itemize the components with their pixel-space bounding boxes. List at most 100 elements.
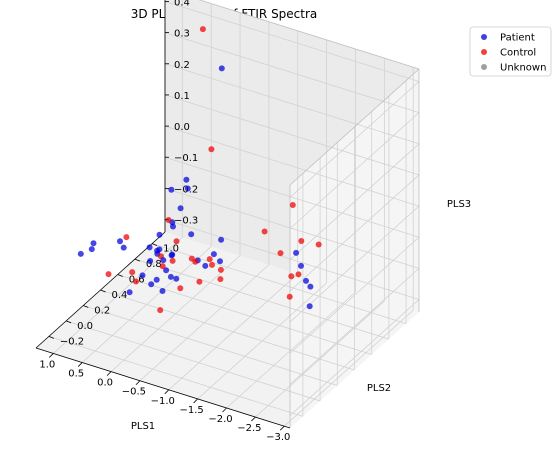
data-point-patient bbox=[303, 277, 309, 284]
data-point-patient bbox=[218, 236, 225, 243]
legend-label-unknown: Unknown bbox=[500, 63, 546, 74]
z-gridline-side bbox=[289, 81, 420, 198]
y-tick-label: 0.8 bbox=[146, 259, 162, 270]
z-gridline-side bbox=[289, 236, 420, 354]
z-tick-label: 0.2 bbox=[174, 60, 190, 71]
z-tick-label: −0.1 bbox=[174, 153, 198, 164]
data-points bbox=[77, 26, 322, 314]
x-tick-label: −0.5 bbox=[122, 387, 146, 398]
data-point-control bbox=[123, 234, 130, 241]
data-point-patient bbox=[188, 231, 195, 238]
data-point-control bbox=[295, 271, 302, 278]
data-point-control bbox=[173, 238, 180, 245]
z-gridline-side bbox=[289, 299, 420, 416]
data-point-control bbox=[159, 263, 166, 270]
data-point-patient bbox=[173, 275, 180, 282]
data-point-control bbox=[165, 217, 172, 223]
x-tick-label: −3.0 bbox=[266, 432, 290, 443]
data-point-patient bbox=[156, 231, 163, 238]
x-tick-label: −1.5 bbox=[179, 405, 203, 416]
y-gridline-floor bbox=[134, 258, 390, 340]
x-axis-line bbox=[35, 347, 291, 429]
y-tick-mark bbox=[65, 320, 72, 324]
data-point-control bbox=[217, 266, 224, 273]
data-point-patient bbox=[156, 246, 163, 253]
y-tick-label: −0.2 bbox=[60, 336, 84, 347]
x-tick-mark bbox=[251, 416, 256, 422]
y-tick-label: 0.0 bbox=[77, 321, 93, 332]
data-point-control bbox=[209, 261, 215, 268]
z-tick-label: −0.3 bbox=[174, 216, 198, 227]
z-tick-label: 0.0 bbox=[174, 122, 190, 133]
data-point-control bbox=[188, 255, 195, 262]
z-gridline-back bbox=[164, 32, 420, 113]
y-gridline-floor bbox=[83, 305, 338, 386]
data-point-control bbox=[288, 273, 295, 280]
y-tick-label: 0.2 bbox=[94, 305, 110, 316]
data-point-control bbox=[298, 238, 305, 244]
y-tick-mark bbox=[134, 258, 141, 262]
data-point-control bbox=[157, 307, 164, 314]
y-axis-label: PLS2 bbox=[367, 383, 391, 394]
z-gridline-side bbox=[289, 205, 420, 323]
x-tick-mark bbox=[77, 362, 83, 367]
data-point-patient bbox=[218, 65, 225, 72]
z-gridline-back bbox=[164, 188, 420, 269]
data-point-patient bbox=[306, 303, 313, 310]
x-tick-mark bbox=[164, 389, 170, 395]
data-point-patient bbox=[184, 185, 191, 192]
x-tick-label: −2.0 bbox=[208, 414, 232, 425]
data-point-control bbox=[289, 202, 296, 208]
data-point-patient bbox=[169, 251, 176, 258]
pane-edge bbox=[289, 68, 420, 186]
data-point-patient bbox=[202, 262, 209, 269]
z-tick-label: 0.4 bbox=[174, 0, 190, 8]
data-point-patient bbox=[293, 249, 300, 256]
data-point-patient bbox=[146, 244, 153, 251]
x-tick-mark bbox=[49, 353, 54, 358]
x-tick-mark bbox=[106, 371, 112, 376]
data-point-patient bbox=[117, 238, 123, 245]
legend-marker-patient bbox=[481, 34, 487, 40]
y-gridline-floor bbox=[151, 243, 407, 324]
data-point-patient bbox=[210, 251, 217, 258]
x-tick-label: 0.0 bbox=[97, 378, 113, 389]
data-point-control bbox=[208, 146, 215, 153]
x-tick-mark bbox=[193, 398, 198, 404]
z-gridline-back bbox=[164, 125, 420, 207]
y-tick-mark bbox=[83, 305, 89, 308]
data-point-control bbox=[261, 228, 268, 235]
data-point-patient bbox=[168, 186, 175, 193]
data-point-patient bbox=[167, 273, 174, 280]
y-tick-mark bbox=[48, 336, 55, 339]
data-point-control bbox=[177, 285, 184, 292]
z-gridline-side bbox=[289, 143, 420, 261]
y-gridline-floor bbox=[117, 274, 372, 355]
data-point-control bbox=[286, 293, 293, 300]
z-gridline-back bbox=[164, 219, 420, 300]
data-point-patient bbox=[307, 283, 314, 290]
legend-label-patient: Patient bbox=[500, 33, 535, 44]
z-axis-label: PLS3 bbox=[447, 199, 471, 210]
data-point-control bbox=[169, 257, 176, 264]
z-gridline-side bbox=[289, 174, 420, 292]
data-point-control bbox=[277, 250, 284, 257]
data-point-control bbox=[206, 256, 213, 263]
data-point-patient bbox=[90, 240, 97, 247]
axes-panes bbox=[36, 0, 419, 428]
data-point-patient bbox=[77, 250, 84, 257]
y-tick-mark bbox=[151, 243, 158, 246]
x-tick-label: 0.5 bbox=[68, 369, 84, 380]
data-point-control bbox=[129, 269, 136, 276]
x-tick-label: −2.5 bbox=[237, 423, 261, 434]
x-tick-mark bbox=[279, 425, 285, 431]
y-tick-label: 1.0 bbox=[163, 244, 179, 255]
z-tick-label: 0.3 bbox=[174, 29, 190, 40]
data-point-patient bbox=[147, 258, 154, 264]
x-tick-label: 1.0 bbox=[39, 359, 55, 370]
data-point-patient bbox=[183, 176, 190, 183]
x-tick-mark bbox=[135, 380, 141, 386]
z-tick-label: 0.1 bbox=[174, 91, 190, 102]
data-point-patient bbox=[160, 257, 167, 264]
